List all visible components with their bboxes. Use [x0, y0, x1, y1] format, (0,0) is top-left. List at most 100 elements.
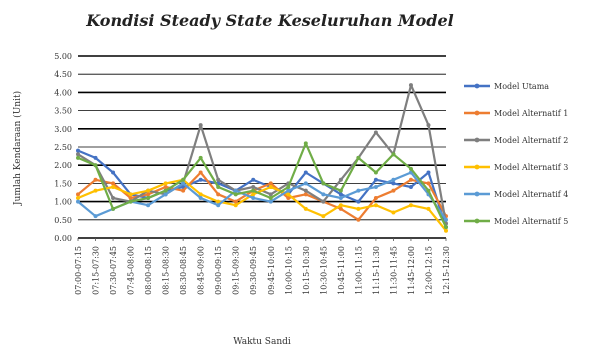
- data-point: [251, 177, 256, 182]
- data-point: [76, 192, 80, 197]
- data-point: [198, 170, 203, 175]
- data-point: [338, 206, 343, 211]
- y-tick-label: 0.00: [54, 234, 72, 243]
- y-tick-label: 1.00: [54, 198, 72, 207]
- data-point: [198, 177, 203, 182]
- data-point: [286, 185, 291, 190]
- x-tick-labels: 07:00-07:15 07:15-07:30 07:30-07:45 07:45-0…: [74, 238, 451, 295]
- data-point: [146, 203, 151, 208]
- chart-title: Kondisi Steady State Keseluruhan Model: [85, 11, 454, 30]
- y-tick-label: 3.50: [54, 107, 72, 116]
- data-point: [93, 155, 98, 160]
- series-line: [77, 142, 447, 228]
- data-point: [321, 199, 326, 204]
- data-point: [408, 83, 413, 88]
- data-point: [286, 188, 291, 193]
- y-axis-label: Jumlah Kendaraan (Unit): [12, 91, 23, 206]
- data-point: [163, 192, 168, 197]
- data-point: [391, 188, 396, 193]
- data-point: [198, 192, 203, 197]
- x-tick-label: 11:30-11:45: [389, 246, 398, 295]
- data-point: [321, 214, 326, 219]
- data-point: [163, 188, 168, 193]
- data-point: [321, 192, 326, 197]
- data-point: [216, 177, 221, 182]
- data-point: [426, 188, 431, 193]
- data-point: [76, 195, 80, 200]
- x-tick-label: 09:00-09:15: [214, 246, 223, 295]
- y-tick-label: 3.00: [54, 125, 72, 134]
- data-point: [408, 166, 413, 171]
- data-point: [338, 192, 343, 197]
- data-point: [408, 185, 413, 190]
- y-tick-label: 2.00: [54, 161, 72, 170]
- data-point: [373, 170, 378, 175]
- data-point: [286, 195, 291, 200]
- data-point: [198, 123, 203, 128]
- data-point: [146, 188, 151, 193]
- data-point: [93, 214, 98, 219]
- data-point: [111, 206, 116, 211]
- data-point: [373, 130, 378, 135]
- data-point: [111, 170, 116, 175]
- data-point: [216, 199, 221, 204]
- x-tick-label: 11:45-12:00: [407, 246, 416, 295]
- legend: Model Utama Model Alternatif 1 Model Alter…: [464, 82, 568, 226]
- y-tick-label: 4.50: [54, 70, 72, 79]
- x-tick-label: 11:00-11:15: [354, 246, 363, 295]
- legend-marker: [474, 83, 480, 89]
- gridlines: [78, 55, 446, 239]
- y-tick-label: 4.00: [54, 88, 72, 97]
- legend-marker: [474, 164, 480, 170]
- y-tick-label: 5.00: [54, 52, 72, 61]
- series-line: [77, 178, 447, 232]
- x-tick-label: 10:45-11:00: [337, 246, 346, 295]
- y-tick-label: 2.50: [54, 143, 72, 152]
- data-point: [216, 185, 221, 190]
- data-point: [373, 195, 378, 200]
- data-point: [391, 210, 396, 215]
- data-point: [338, 188, 343, 193]
- legend-label: Model Alternatif 1: [494, 109, 568, 118]
- data-point: [391, 181, 396, 186]
- data-point: [303, 181, 308, 186]
- data-point: [268, 181, 273, 186]
- data-point: [198, 155, 203, 160]
- y-tick-label: 0.50: [54, 216, 72, 225]
- x-tick-label: 10:00-10:15: [284, 246, 293, 295]
- data-point: [93, 177, 98, 182]
- data-point: [251, 195, 256, 200]
- data-point: [426, 123, 431, 128]
- legend-label: Model Alternatif 4: [494, 190, 568, 199]
- data-point: [268, 195, 273, 200]
- data-point: [93, 188, 98, 193]
- data-point: [128, 199, 133, 204]
- data-point: [268, 199, 273, 204]
- x-tick-label: 08:45-09:00: [197, 246, 206, 295]
- series-lines: [76, 83, 448, 233]
- x-tick-label: 11:15-11:30: [372, 246, 381, 295]
- data-point: [216, 203, 221, 208]
- data-point: [303, 192, 308, 197]
- data-point: [303, 188, 308, 193]
- data-point: [181, 181, 186, 186]
- y-tick-label: 1.50: [54, 179, 72, 188]
- data-point: [76, 199, 80, 204]
- data-point: [181, 177, 186, 182]
- data-point: [198, 195, 203, 200]
- data-point: [356, 217, 361, 222]
- x-tick-label: 08:00-08:15: [144, 246, 153, 295]
- data-point: [391, 152, 396, 157]
- data-point: [356, 155, 361, 160]
- data-point: [93, 163, 98, 168]
- x-tick-label: 09:45-10:00: [267, 246, 276, 295]
- data-point: [303, 206, 308, 211]
- data-point: [181, 188, 186, 193]
- data-point: [408, 203, 413, 208]
- data-point: [251, 188, 256, 193]
- data-point: [268, 192, 273, 197]
- data-point: [444, 228, 448, 233]
- data-point: [216, 192, 221, 197]
- data-point: [76, 152, 80, 157]
- data-point: [128, 195, 133, 200]
